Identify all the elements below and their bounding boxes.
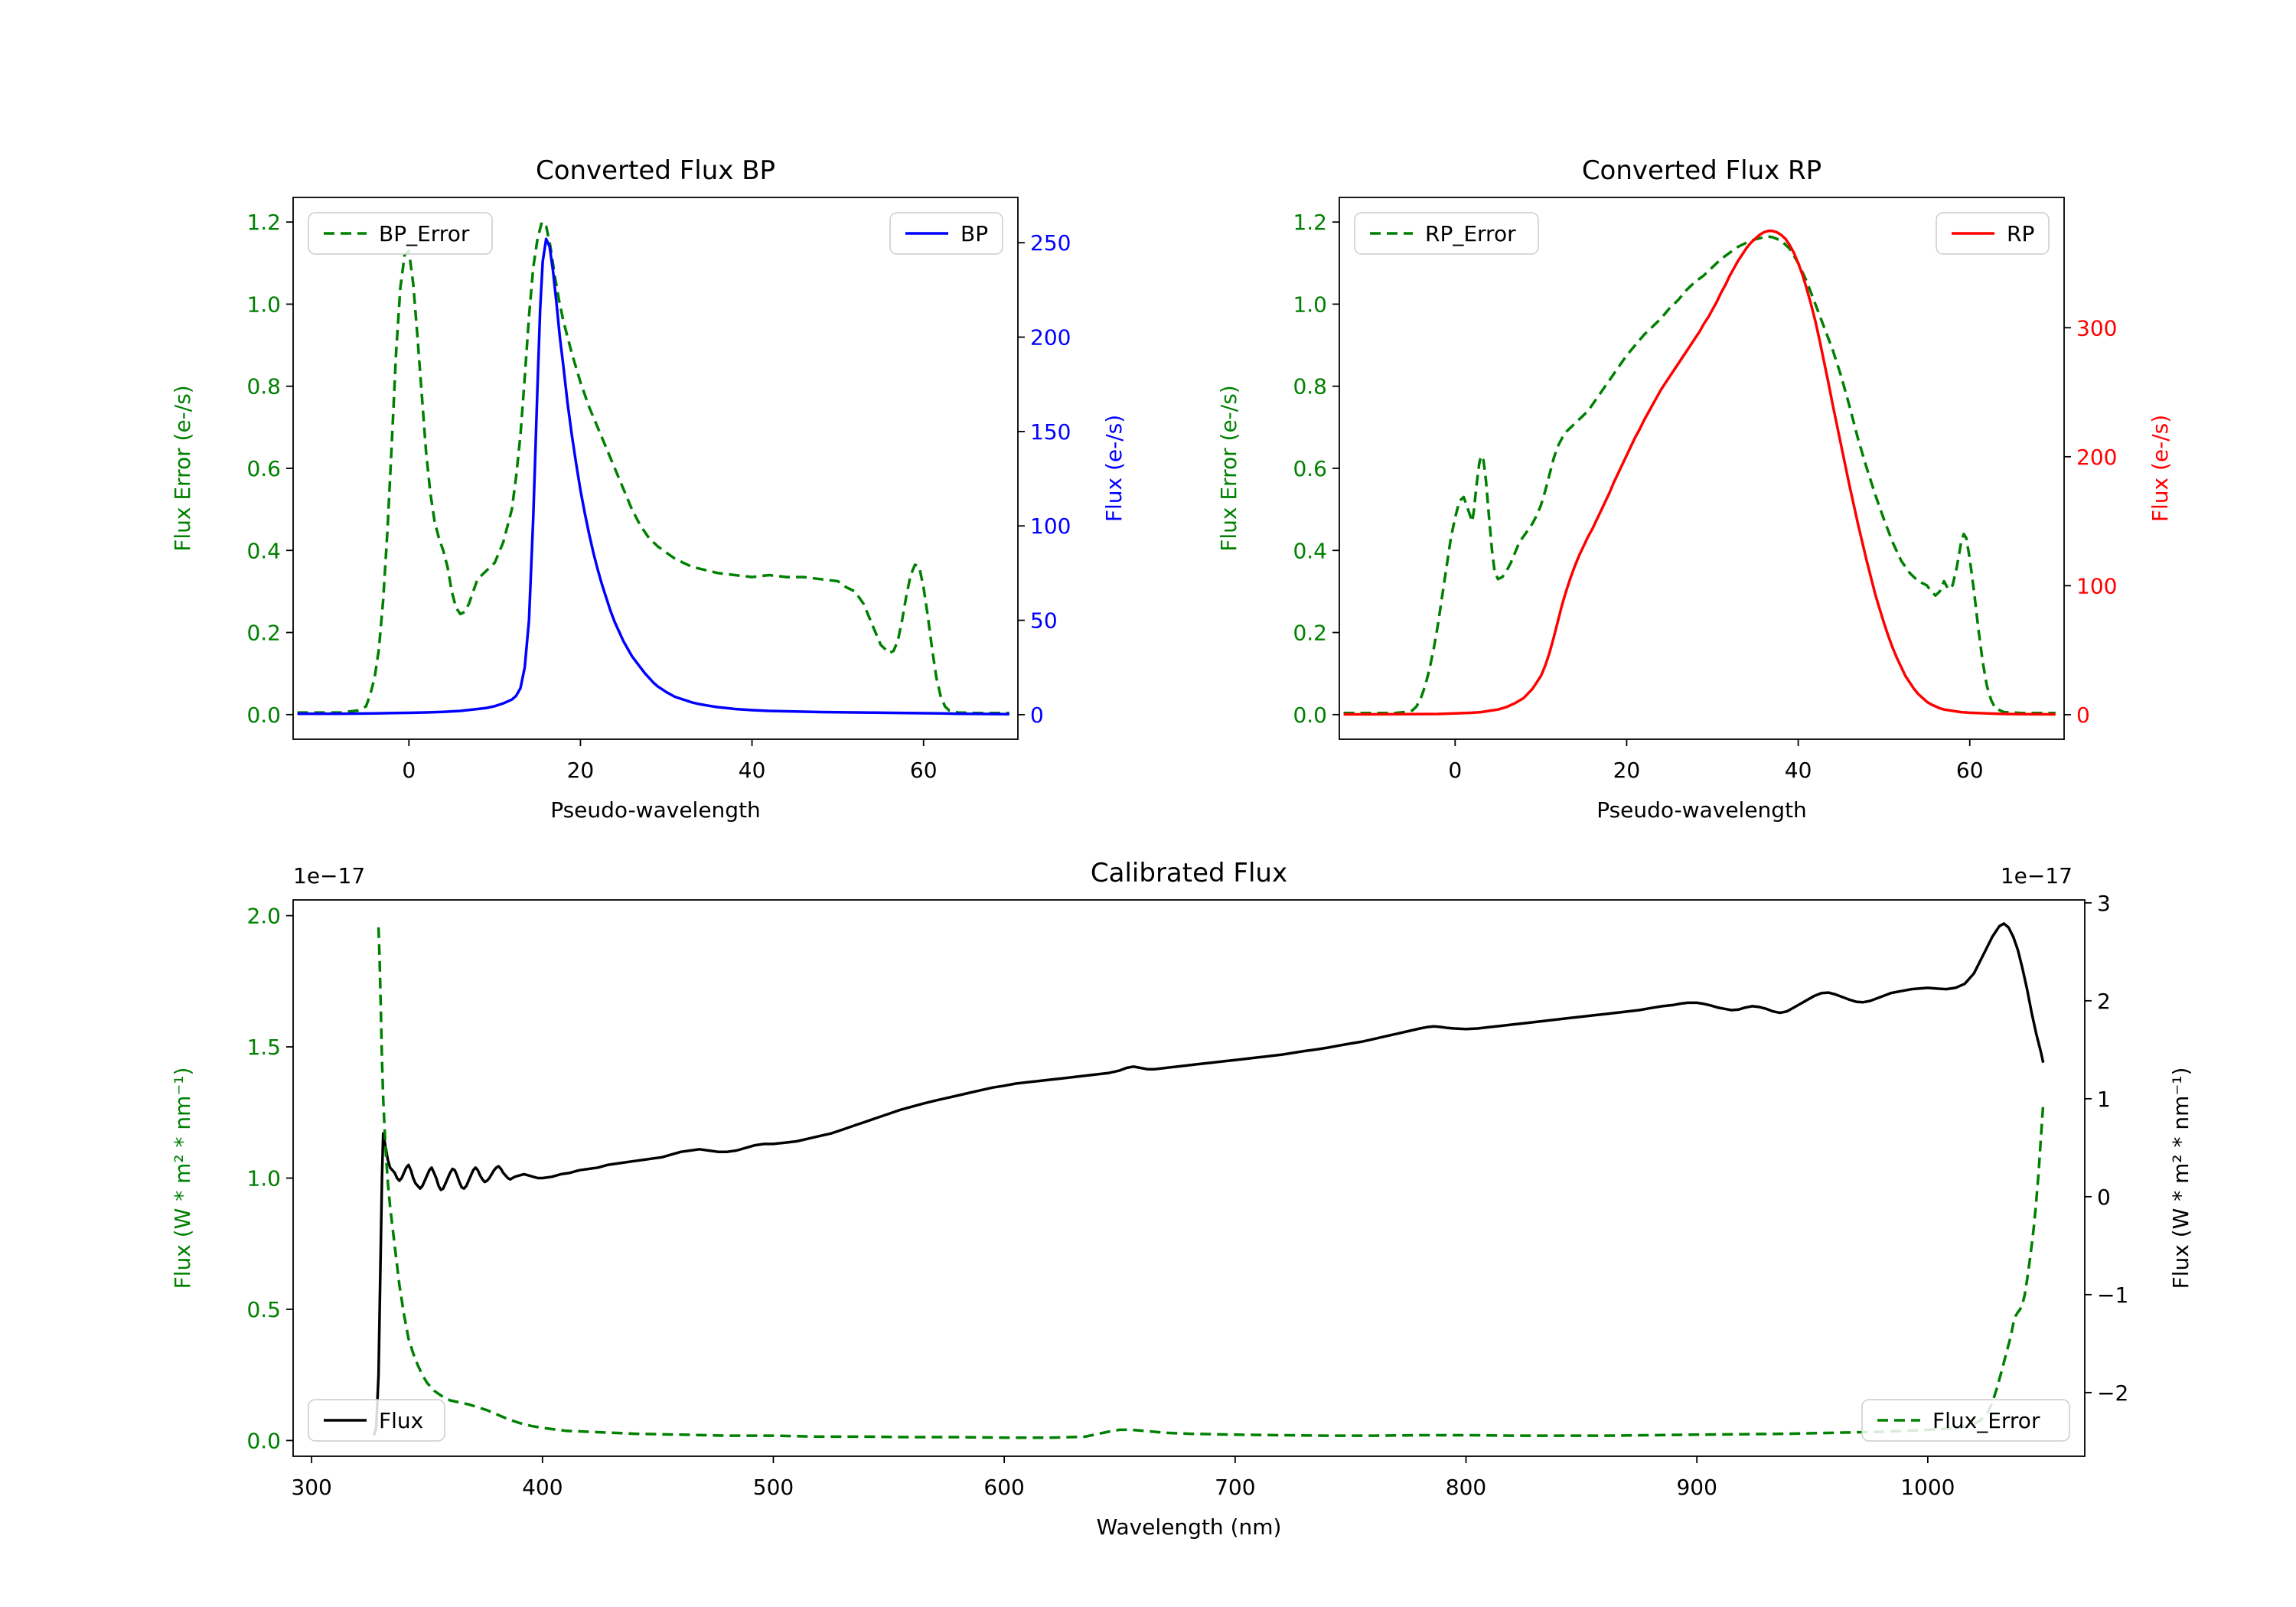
- y-tick-label-right: 50: [1030, 608, 1058, 634]
- y-axis-label-right: Flux (e-/s): [2148, 415, 2173, 522]
- y-axis-label-left: Flux Error (e-/s): [1216, 385, 1241, 551]
- y-tick-label-right: −2: [2097, 1380, 2128, 1406]
- series-BP_Error: [297, 220, 1009, 715]
- y-tick-label-right: −1: [2097, 1283, 2128, 1308]
- y-tick-label-left: 1.5: [246, 1035, 281, 1060]
- x-tick-label: 700: [1215, 1475, 1255, 1500]
- chart-title: Converted Flux BP: [536, 155, 775, 186]
- y-tick-label-right: 200: [2076, 445, 2117, 470]
- x-tick-label: 500: [753, 1475, 794, 1500]
- legend-label: RP_Error: [1425, 221, 1516, 246]
- axes-spines: [1339, 197, 2065, 740]
- legend-box: [308, 1399, 445, 1442]
- chart-bp: 0 20 40 60 0.0 0.2 0.4 0.6 0.8 1.0 1.2 0 50 100 150 200…: [170, 155, 1127, 823]
- legend-BP: BP: [889, 212, 1003, 255]
- y-tick-label-left: 0.6: [1293, 456, 1327, 481]
- legend-BP_Error: BP_Error: [308, 212, 493, 255]
- x-tick-label: 0: [402, 758, 416, 783]
- axes-spines: [292, 197, 1019, 740]
- y-axis-label-left: Flux Error (e-/s): [170, 385, 195, 551]
- y-tick-label-left: 0.2: [1293, 621, 1327, 646]
- y-tick-label-right: 300: [2076, 315, 2117, 341]
- y-tick-label-left: 0.6: [246, 456, 281, 481]
- y-tick-label-left: 0.2: [246, 621, 281, 646]
- x-tick-label: 20: [567, 758, 595, 783]
- x-tick-label: 20: [1613, 758, 1641, 783]
- chart-cal: 300 400 500 600 700 800 900 1000 0.0 0.5 1.0 1.5 2.0…: [170, 858, 2193, 1540]
- chart-title: Converted Flux RP: [1582, 155, 1821, 186]
- y-tick-label-right: 0: [2076, 702, 2090, 728]
- y-tick-label-right: 250: [1030, 230, 1071, 256]
- y-tick-label-left: 0.4: [1293, 538, 1327, 563]
- y-tick-label-left: 1.0: [1293, 292, 1327, 317]
- legend-label: BP_Error: [379, 221, 470, 246]
- chart-title: Calibrated Flux: [1091, 858, 1287, 888]
- x-tick-label: 600: [983, 1475, 1024, 1500]
- x-tick-label: 400: [522, 1475, 563, 1500]
- y-tick-label-right: 200: [1030, 325, 1071, 350]
- offset-text-right: 1e−17: [2001, 863, 2073, 888]
- x-tick-label: 300: [291, 1475, 331, 1500]
- x-axis-label: Pseudo-wavelength: [550, 797, 761, 823]
- legend-RP: RP: [1936, 212, 2050, 255]
- x-tick-label: 800: [1446, 1475, 1486, 1500]
- x-tick-label: 40: [739, 758, 766, 783]
- y-tick-label-right: 3: [2097, 891, 2111, 916]
- y-tick-label-right: 1: [2097, 1087, 2111, 1112]
- axes-spines: [292, 899, 2086, 1457]
- y-tick-label-right: 100: [2076, 573, 2117, 598]
- y-tick-label-left: 1.0: [246, 1166, 281, 1191]
- x-axis-label: Wavelength (nm): [1097, 1514, 1282, 1540]
- x-tick-label: 0: [1448, 758, 1462, 783]
- y-tick-label-left: 0.0: [246, 1428, 281, 1453]
- y-tick-label-left: 2.0: [246, 904, 281, 929]
- legend-label: RP: [2007, 221, 2034, 246]
- legend-Flux_Error: Flux_Error: [1861, 1399, 2070, 1442]
- x-tick-label: 60: [1956, 758, 1984, 783]
- y-tick-label-right: 0: [2097, 1185, 2111, 1210]
- x-tick-label: 40: [1785, 758, 1812, 783]
- y-tick-label-right: 0: [1030, 702, 1044, 728]
- series-RP: [1343, 230, 2056, 716]
- y-tick-label-left: 0.8: [1293, 374, 1327, 399]
- y-tick-label-left: 0.0: [1293, 702, 1327, 728]
- y-axis-label-left: Flux (W * m² * nm⁻¹): [170, 1068, 195, 1289]
- y-tick-label-left: 0.4: [246, 538, 281, 563]
- y-tick-label-left: 0.0: [246, 702, 281, 728]
- offset-text-left: 1e−17: [293, 863, 365, 888]
- x-tick-label: 60: [910, 758, 938, 783]
- series-Flux_Error: [377, 927, 2045, 1439]
- chart-rp: 0 20 40 60 0.0 0.2 0.4 0.6 0.8 1.0 1.2 0 100 200 300 Ps…: [1216, 155, 2173, 823]
- legend-box: [1354, 212, 1539, 255]
- y-tick-label-left: 0.5: [246, 1297, 281, 1322]
- series-Flux: [372, 922, 2045, 1436]
- y-tick-label-right: 150: [1030, 419, 1071, 445]
- y-tick-label-left: 1.2: [246, 210, 281, 235]
- legend-Flux: Flux: [308, 1399, 445, 1442]
- x-axis-label: Pseudo-wavelength: [1596, 797, 1807, 823]
- y-tick-label-right: 2: [2097, 989, 2111, 1014]
- y-tick-label-left: 1.2: [1293, 210, 1327, 235]
- y-tick-label-left: 0.8: [246, 374, 281, 399]
- legend-box: [1861, 1399, 2070, 1442]
- y-axis-label-right: Flux (W * m² * nm⁻¹): [2168, 1068, 2193, 1289]
- legend-label: Flux_Error: [1932, 1408, 2040, 1433]
- y-tick-label-right: 100: [1030, 513, 1071, 539]
- legend-box: [308, 212, 493, 255]
- x-tick-label: 900: [1676, 1475, 1717, 1500]
- legend-label: Flux: [379, 1408, 423, 1433]
- x-tick-label: 1000: [1900, 1475, 1955, 1500]
- legend-label: BP: [960, 221, 988, 246]
- series-RP_Error: [1343, 235, 2056, 715]
- legend-RP_Error: RP_Error: [1354, 212, 1539, 255]
- y-axis-label-right: Flux (e-/s): [1101, 415, 1127, 522]
- y-tick-label-left: 1.0: [246, 292, 281, 317]
- series-BP: [297, 237, 1009, 715]
